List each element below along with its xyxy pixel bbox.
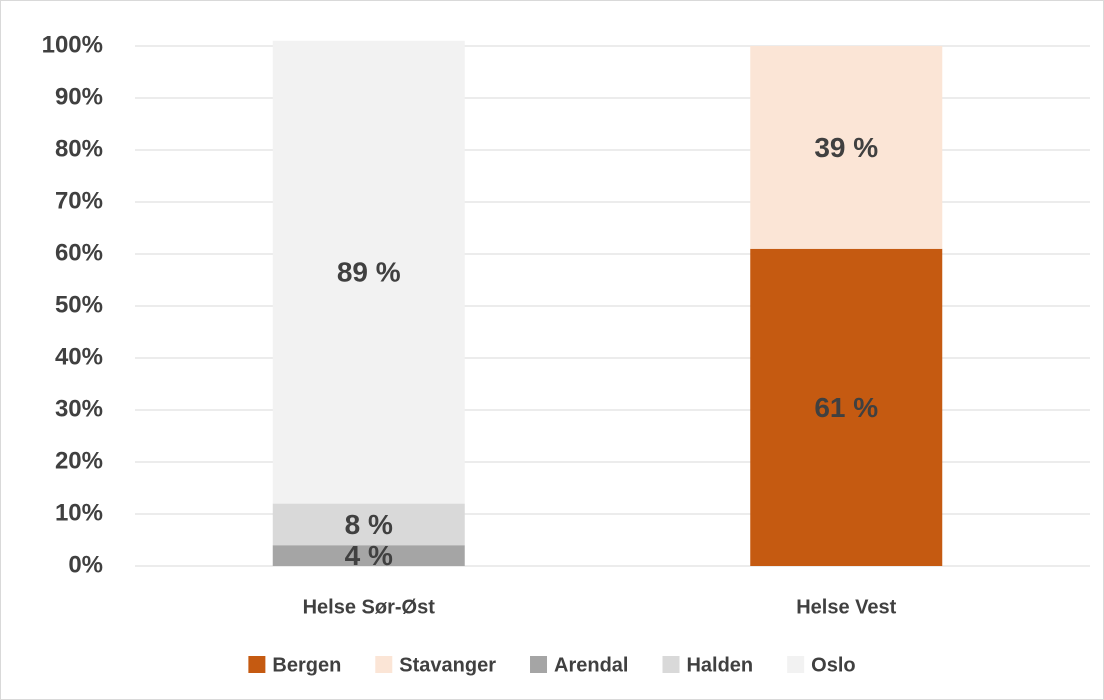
bar-segment [272, 503, 465, 546]
data-label: 39 % [814, 132, 878, 163]
bar-segment [272, 40, 465, 504]
legend-swatch [787, 656, 805, 673]
bar-segment [750, 46, 943, 249]
legend-swatch [662, 656, 680, 673]
x-tick-label: Helse Vest [796, 596, 896, 618]
bar-segment [750, 248, 943, 567]
legend-label: Arendal [554, 654, 628, 676]
legend-label: Stavanger [399, 654, 496, 676]
data-label: 8 % [345, 509, 393, 540]
y-tick-label: 0% [68, 551, 103, 578]
y-tick-label: 50% [55, 291, 103, 318]
y-tick-label: 40% [55, 343, 103, 370]
y-tick-label: 30% [55, 395, 103, 422]
x-tick-label: Helse Sør-Øst [303, 596, 436, 618]
y-tick-label: 90% [55, 83, 103, 110]
legend-label: Bergen [272, 654, 341, 676]
y-tick-label: 100% [42, 31, 103, 58]
bar-segment [272, 545, 465, 566]
y-tick-label: 20% [55, 447, 103, 474]
y-tick-label: 70% [55, 187, 103, 214]
legend-label: Halden [686, 654, 753, 676]
legend-swatch [530, 656, 548, 673]
data-label: 61 % [814, 392, 878, 423]
legend-swatch [375, 656, 393, 673]
y-tick-label: 10% [55, 499, 103, 526]
y-tick-label: 60% [55, 239, 103, 266]
y-tick-label: 80% [55, 135, 103, 162]
data-label: 89 % [337, 257, 401, 288]
legend-swatch [248, 656, 266, 673]
legend-label: Oslo [811, 654, 855, 676]
